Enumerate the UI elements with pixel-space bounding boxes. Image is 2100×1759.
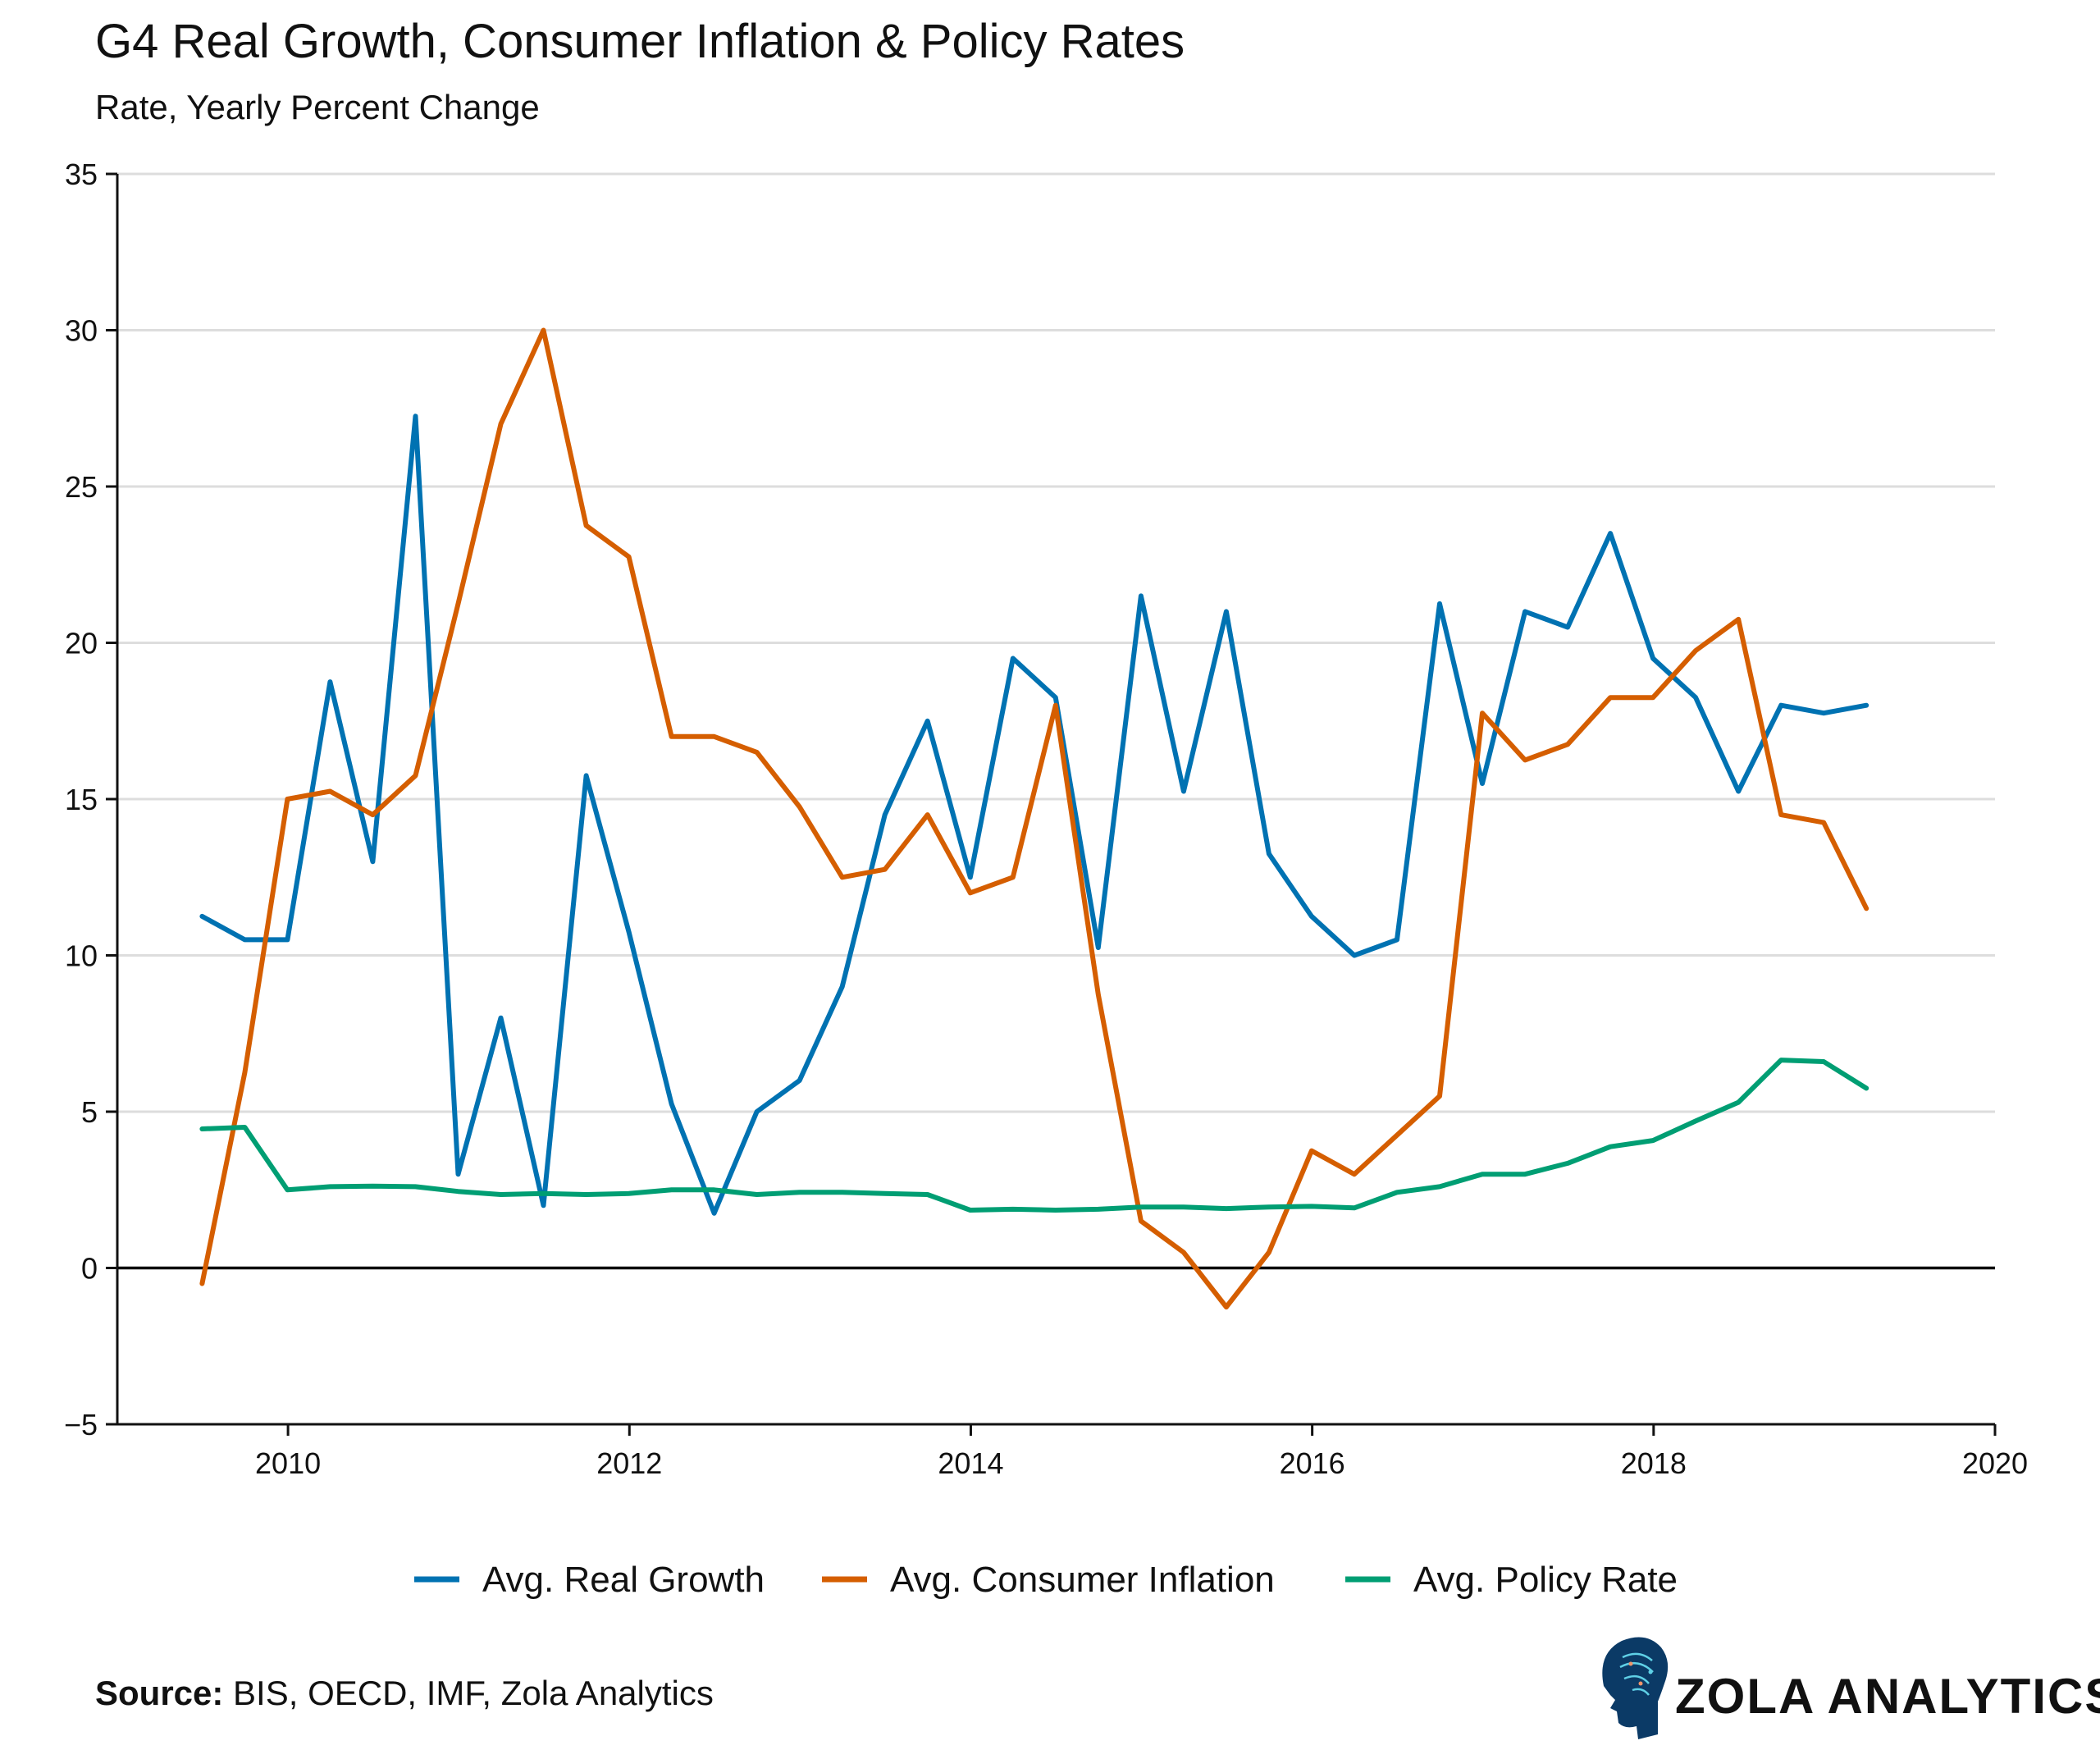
logo: ZOLA ANALYTICS bbox=[1602, 1637, 2100, 1739]
brain-head-icon bbox=[1602, 1637, 1669, 1739]
y-tick-label: 30 bbox=[65, 314, 98, 348]
x-tick-label: 2020 bbox=[1962, 1446, 2028, 1480]
x-tick-label: 2014 bbox=[938, 1446, 1003, 1480]
y-tick-label: −5 bbox=[64, 1408, 98, 1441]
y-tick-label: 10 bbox=[65, 939, 98, 973]
y-tick-label: 20 bbox=[65, 627, 98, 660]
legend-item: Avg. Consumer Inflation bbox=[822, 1560, 1275, 1600]
x-tick-label: 2018 bbox=[1621, 1446, 1687, 1480]
series-line-avg-policy-rate bbox=[199, 1058, 1869, 1213]
axes: −5 0 5 10 15 20 25 30 35 2010 2012 2014 2016 2018 2020 bbox=[64, 158, 2028, 1480]
chart-title: G4 Real Growth, Consumer Inflation & Pol… bbox=[95, 15, 1185, 68]
y-tick-label: 0 bbox=[81, 1252, 98, 1286]
series-line-avg-consumer-inflation bbox=[199, 327, 1869, 1310]
x-tick-label: 2016 bbox=[1280, 1446, 1345, 1480]
gridlines bbox=[117, 172, 1995, 1113]
chart-subtitle: Rate, Yearly Percent Change bbox=[95, 88, 540, 126]
y-tick-label: 35 bbox=[65, 158, 98, 191]
legend-item: Avg. Policy Rate bbox=[1345, 1560, 1678, 1600]
series-line-avg-real-growth bbox=[199, 413, 1869, 1216]
x-tick-label: 2012 bbox=[596, 1446, 662, 1480]
source-note: Source: BIS, OECD, IMF, Zola Analytics bbox=[95, 1674, 714, 1712]
legend-label: Avg. Policy Rate bbox=[1413, 1560, 1678, 1600]
y-tick-label: 15 bbox=[65, 783, 98, 816]
legend-label: Avg. Consumer Inflation bbox=[890, 1560, 1275, 1600]
source-text: BIS, OECD, IMF, Zola Analytics bbox=[223, 1674, 714, 1712]
logo-text: ZOLA ANALYTICS bbox=[1675, 1669, 2100, 1724]
legend-item: Avg. Real Growth bbox=[414, 1560, 765, 1600]
y-tick-label: 25 bbox=[65, 470, 98, 504]
series-lines bbox=[199, 327, 1869, 1310]
x-tick-label: 2010 bbox=[255, 1446, 321, 1480]
legend-label: Avg. Real Growth bbox=[482, 1560, 765, 1600]
source-label: Source: bbox=[95, 1674, 223, 1712]
y-tick-label: 5 bbox=[81, 1095, 98, 1129]
legend: Avg. Real Growth Avg. Consumer Inflation A… bbox=[414, 1560, 1678, 1600]
